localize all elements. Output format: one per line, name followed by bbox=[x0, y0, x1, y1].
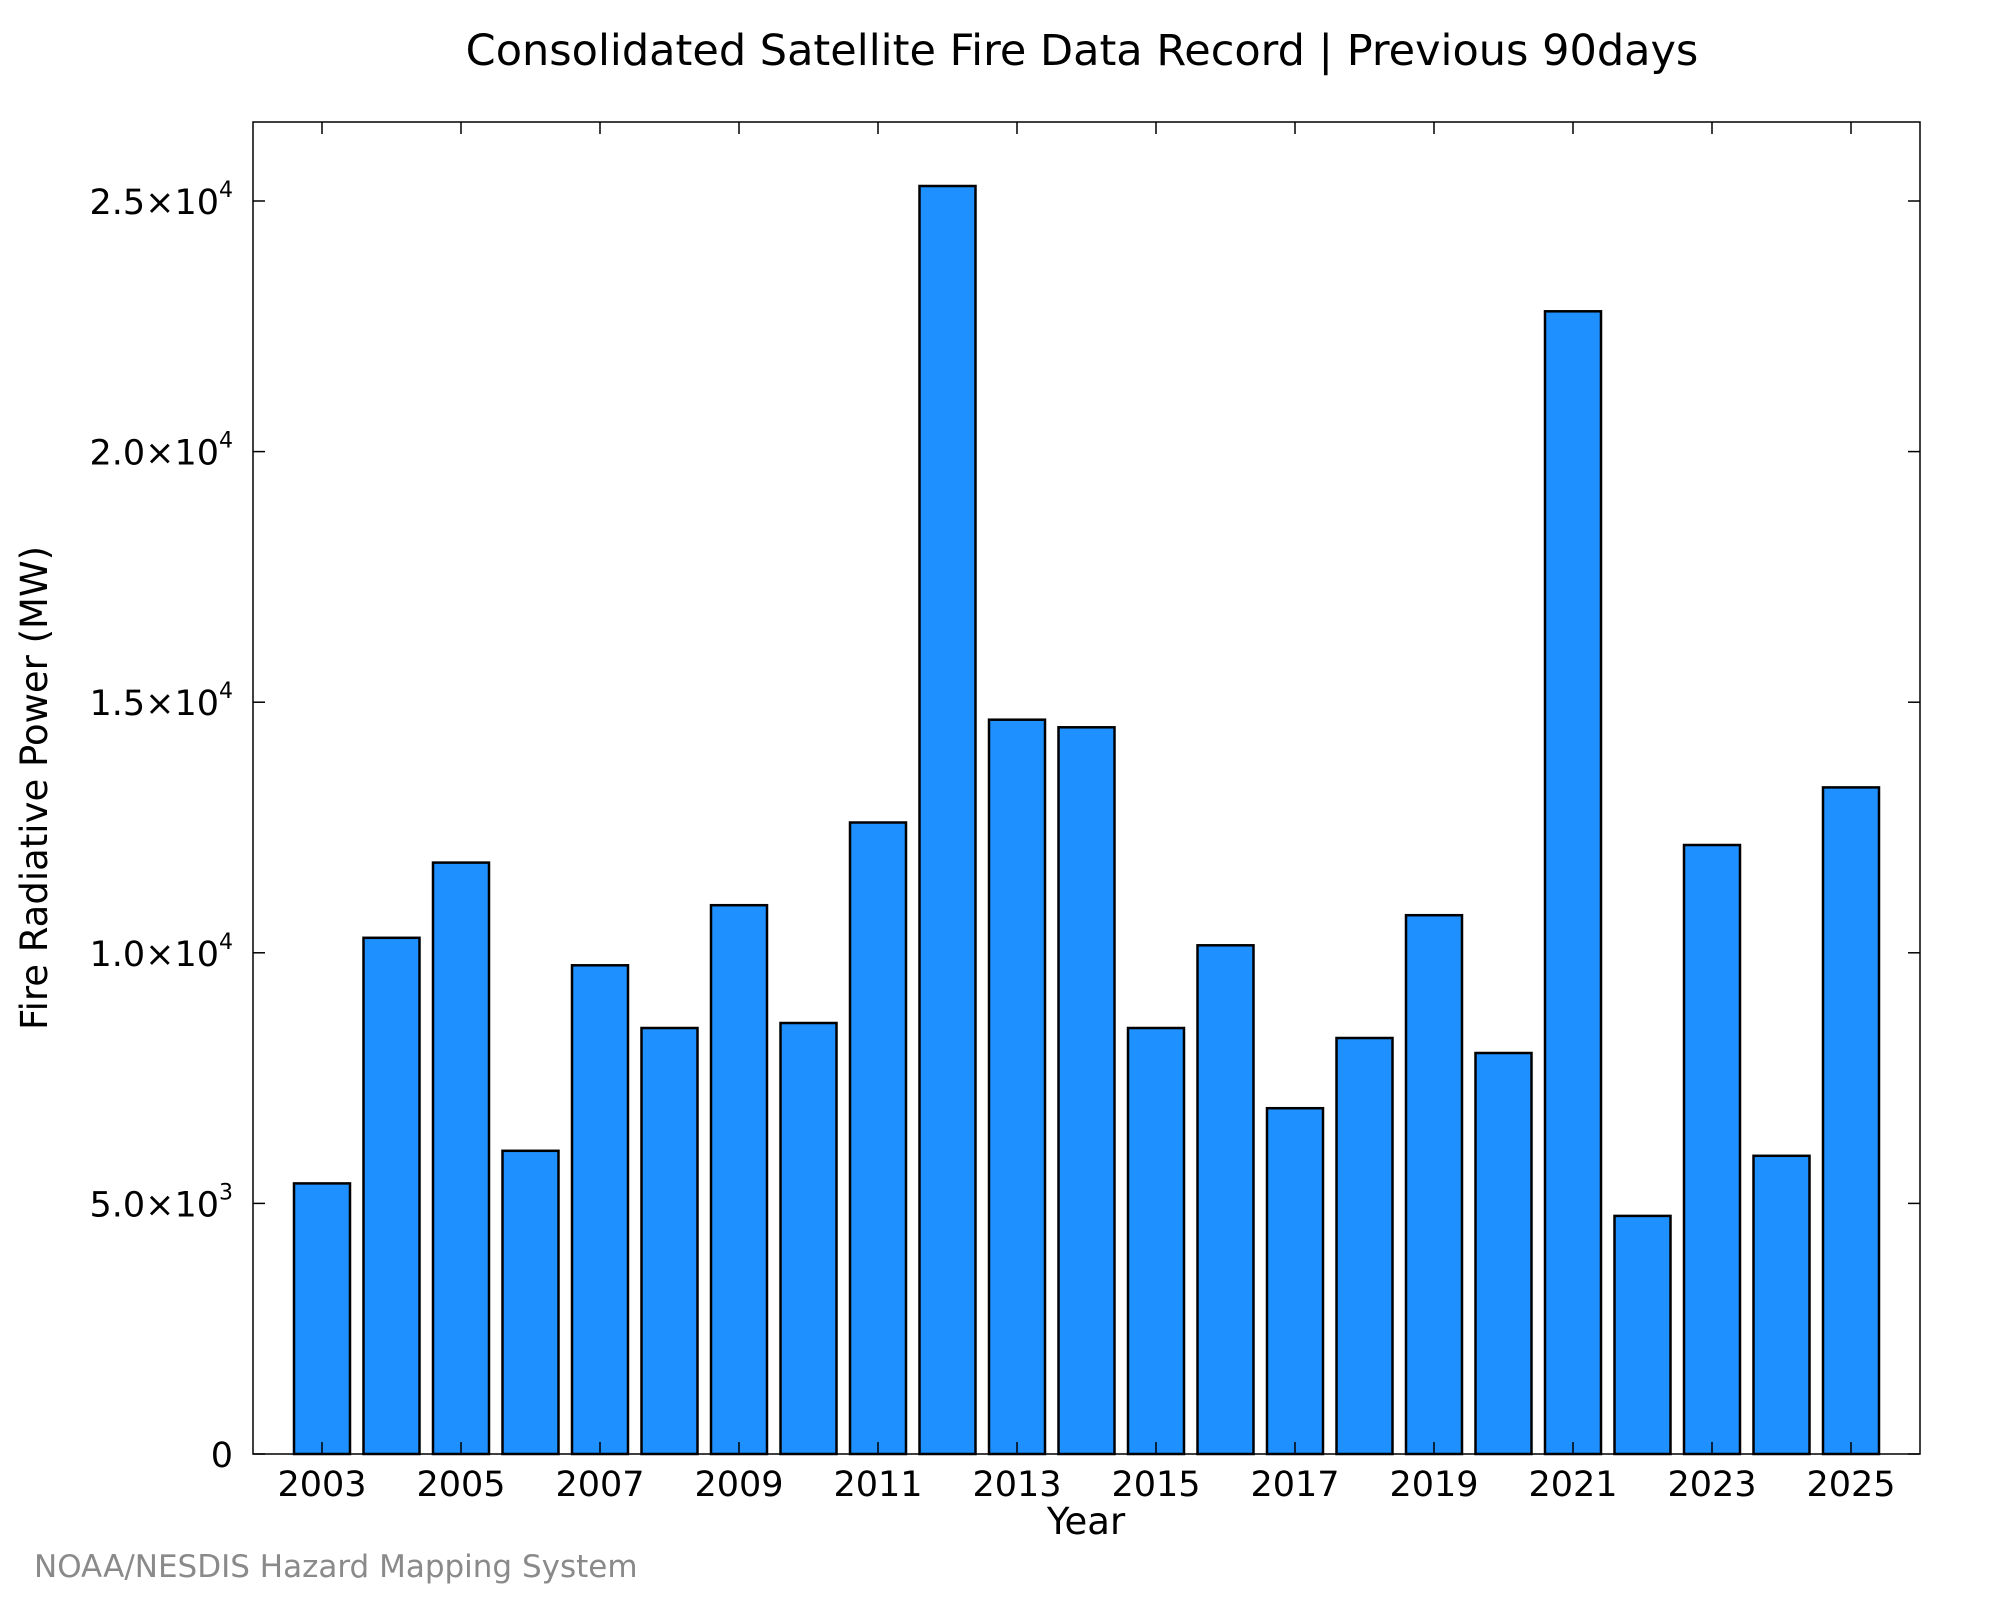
x-tick-label-2007: 2007 bbox=[555, 1465, 644, 1505]
bar-2011 bbox=[848, 821, 908, 1456]
bar-2009 bbox=[709, 903, 769, 1456]
bar-2017 bbox=[1265, 1106, 1325, 1456]
y-tick-label-25000: 2.5×104 bbox=[89, 178, 233, 223]
bar-2012 bbox=[918, 184, 977, 1456]
x-tick-label-2015: 2015 bbox=[1111, 1465, 1200, 1505]
bar-2010 bbox=[779, 1021, 838, 1456]
x-axis-label: Year bbox=[1046, 1500, 1126, 1543]
y-tick-label-0: 0 bbox=[211, 1436, 233, 1476]
bar-2003 bbox=[292, 1182, 352, 1456]
y-tick-label-15000: 1.5×104 bbox=[89, 679, 233, 724]
bar-2013 bbox=[987, 718, 1047, 1456]
plot-frame bbox=[252, 121, 1921, 1455]
bar-2014 bbox=[1057, 726, 1116, 1456]
bar-2006 bbox=[501, 1149, 560, 1456]
y-tick-label-10000: 1.0×104 bbox=[89, 930, 233, 975]
bar-2025 bbox=[1821, 786, 1881, 1456]
bar-2007 bbox=[570, 964, 630, 1456]
x-tick-label-2017: 2017 bbox=[1250, 1465, 1339, 1505]
bar-2018 bbox=[1335, 1036, 1394, 1456]
x-tick-label-2025: 2025 bbox=[1806, 1465, 1895, 1505]
x-tick-label-2011: 2011 bbox=[833, 1465, 922, 1505]
bar-2015 bbox=[1126, 1026, 1186, 1456]
bar-2021 bbox=[1543, 310, 1603, 1456]
y-axis-label: Fire Radiative Power (MW) bbox=[13, 546, 56, 1030]
x-tick-label-2023: 2023 bbox=[1667, 1465, 1756, 1505]
bar-2023 bbox=[1682, 843, 1742, 1456]
bar-2005 bbox=[431, 861, 491, 1456]
bars-group bbox=[292, 184, 1881, 1456]
chart-title: Consolidated Satellite Fire Data Record … bbox=[466, 26, 1699, 76]
y-tick-label-20000: 2.0×104 bbox=[89, 429, 233, 474]
bar-2004 bbox=[362, 936, 421, 1456]
bar-2024 bbox=[1752, 1154, 1811, 1456]
y-axis-ticks: 0 5.0×103 1.0×104 1.5×104 2.0×104 2.5×104 bbox=[89, 178, 1920, 1476]
x-tick-label-2019: 2019 bbox=[1389, 1465, 1478, 1505]
bar-2022 bbox=[1613, 1214, 1672, 1456]
x-tick-label-2021: 2021 bbox=[1528, 1465, 1617, 1505]
bar-2019 bbox=[1404, 913, 1464, 1456]
bar-2008 bbox=[640, 1026, 699, 1456]
bar-2016 bbox=[1196, 944, 1255, 1456]
x-tick-label-2009: 2009 bbox=[694, 1465, 783, 1505]
y-tick-label-5000: 5.0×103 bbox=[89, 1180, 233, 1225]
x-axis-ticks: 2003 2005 2007 2009 2011 2013 2015 2017 2019 2021… bbox=[277, 122, 1896, 1505]
x-tick-label-2013: 2013 bbox=[972, 1465, 1061, 1505]
bar-2020 bbox=[1474, 1051, 1533, 1456]
x-tick-label-2005: 2005 bbox=[416, 1465, 505, 1505]
credit-text: NOAA/NESDIS Hazard Mapping System bbox=[34, 1549, 638, 1585]
x-tick-label-2003: 2003 bbox=[277, 1465, 366, 1505]
